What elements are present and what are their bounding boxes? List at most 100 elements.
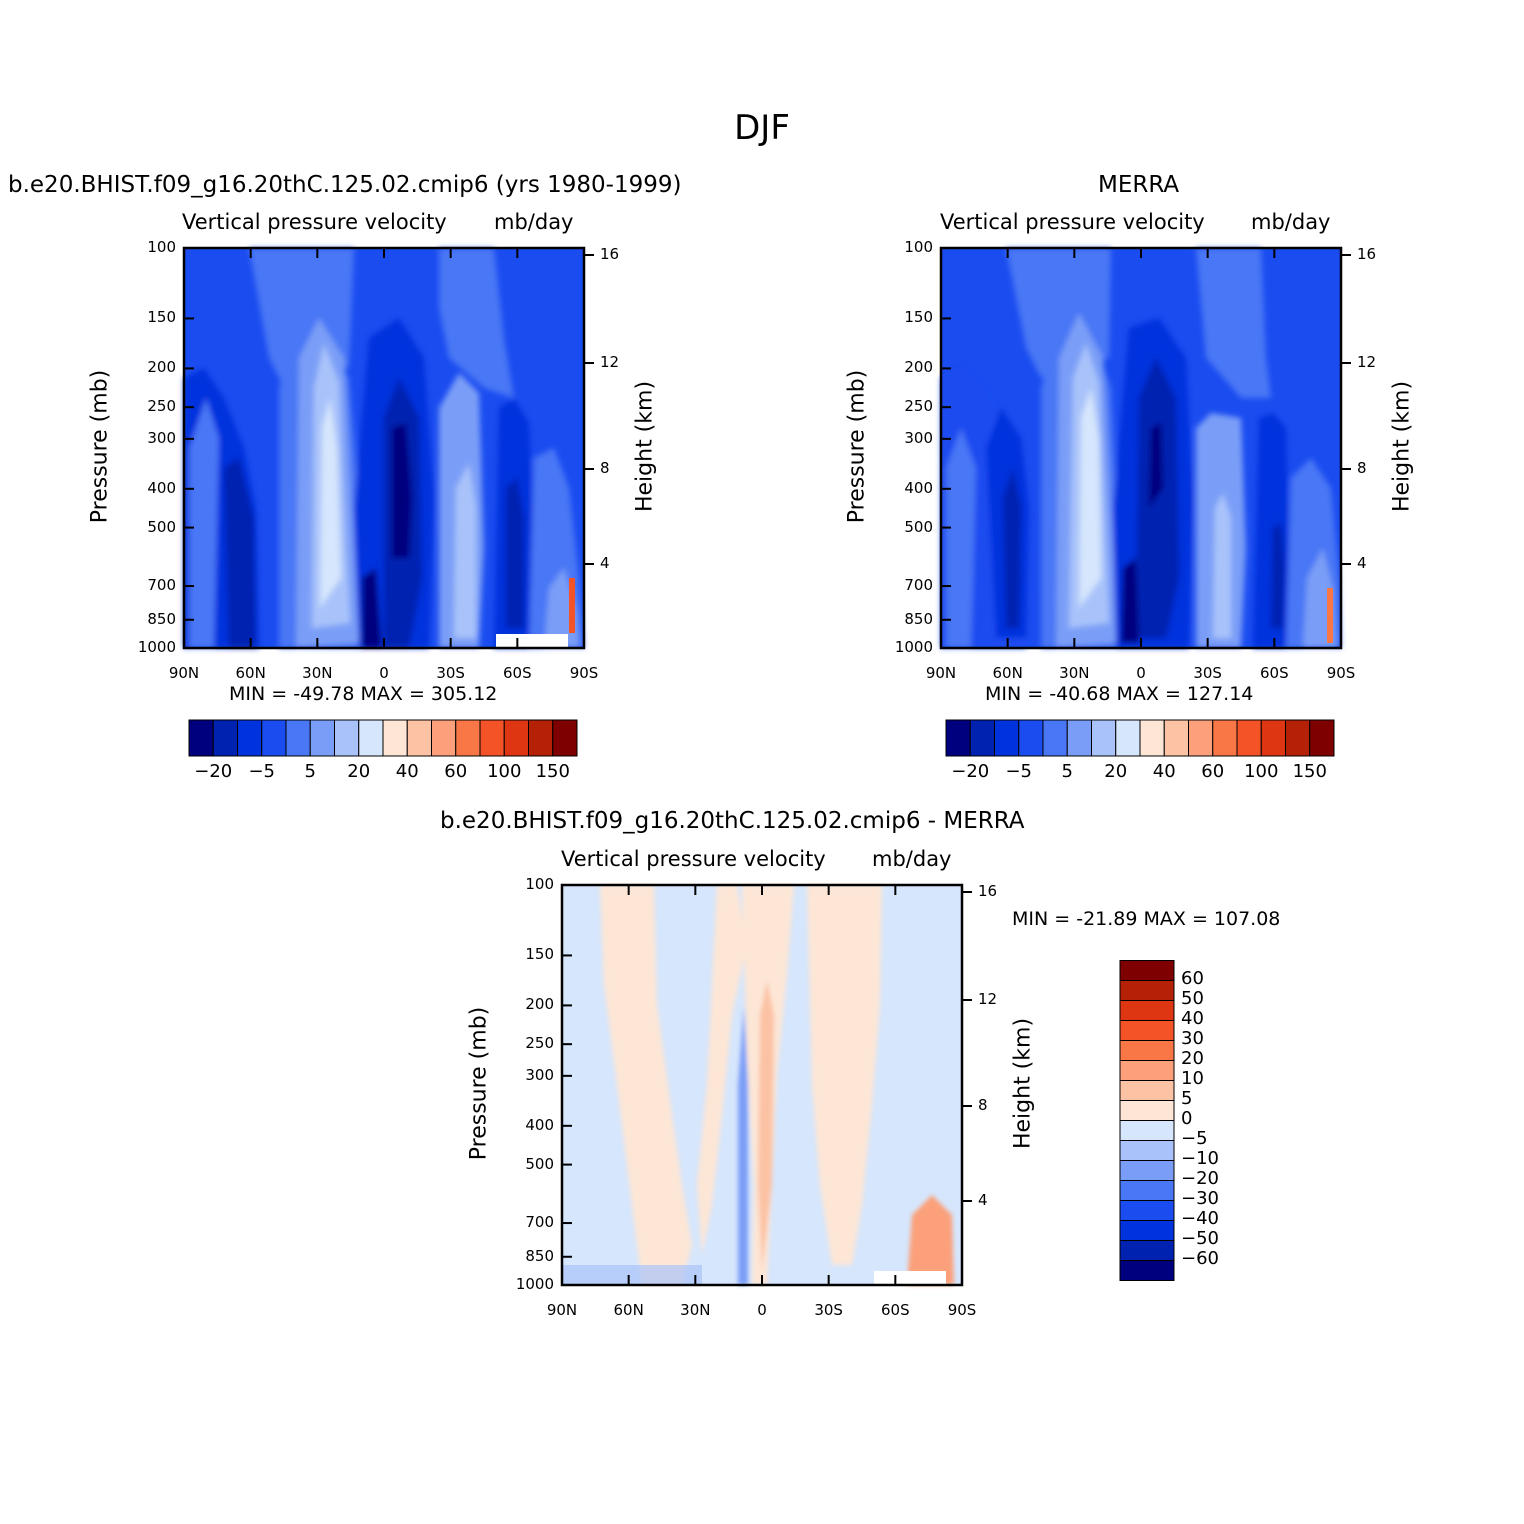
diff-colorbar-label: −5 (1181, 1128, 1208, 1149)
diff-colorbar-box (1119, 1040, 1175, 1061)
obs-lat-tick-label: 60S (1260, 664, 1289, 682)
model-colorbar-box (503, 719, 529, 757)
model-units: mb/day (494, 210, 574, 234)
model-eq-sfc (362, 568, 382, 648)
diff-variable-title: Vertical pressure velocity (561, 847, 826, 871)
obs-colorbar (945, 719, 1335, 757)
model-colorbar-box (309, 719, 335, 757)
diff-pos-nh-2 (697, 885, 747, 1255)
obs-pressure-tick-label: 1000 (894, 638, 933, 656)
model-colorbar-box (212, 719, 238, 757)
obs-colorbar-box (1260, 719, 1286, 757)
diff-colorbar-label: 10 (1181, 1068, 1204, 1089)
model-lat-tick-label: 0 (379, 664, 389, 682)
obs-height-tick-label: 16 (1357, 245, 1377, 263)
model-colorbar-box (528, 719, 554, 757)
model-nh-hilat-weak (189, 398, 219, 648)
obs-nh-hilat-core (1003, 468, 1021, 628)
obs-colorbar-box (1236, 719, 1262, 757)
obs-eq-sfc (1121, 558, 1139, 643)
diff-colorbar-label: −20 (1181, 1168, 1219, 1189)
obs-colorbar-label: 5 (1061, 761, 1073, 782)
model-pressure-tick-label: 700 (147, 576, 176, 595)
diff-minmax: MIN = -21.89 MAX = 107.08 (1012, 908, 1281, 930)
diff-units: mb/day (872, 847, 952, 871)
model-colorbar-box (237, 719, 263, 757)
diff-colorbar-box (1119, 1200, 1175, 1221)
diff-pressure-tick-label: 850 (525, 1246, 554, 1265)
diff-eq-neg (738, 1005, 748, 1285)
obs-colorbar-label: −5 (1005, 761, 1033, 782)
model-colorbar-label: 20 (347, 761, 371, 782)
model-pressure-tick-label: 150 (147, 308, 176, 327)
model-colorbar-box (431, 719, 457, 757)
obs-lat-tick-label: 30N (1059, 664, 1090, 682)
diff-colorbar-box (1119, 1100, 1175, 1121)
diff-pressure-tick-label: 100 (525, 875, 554, 893)
model-pressure-tick-label: 200 (147, 358, 176, 377)
diff-colorbar-label: 0 (1181, 1108, 1193, 1129)
model-eq-core2 (392, 423, 412, 558)
obs-units: mb/day (1251, 210, 1331, 234)
obs-right-upper-weak (1196, 248, 1271, 398)
obs-nh-polar-weak (946, 428, 976, 648)
model-colorbar-label: 40 (395, 761, 419, 782)
obs-pressure-tick-label: 700 (904, 576, 933, 595)
model-lat-tick-label: 60N (235, 664, 266, 682)
diff-colorbar-label: −10 (1181, 1148, 1219, 1169)
obs-colorbar-label: 100 (1244, 761, 1279, 782)
obs-lat-tick-label: 60N (992, 664, 1023, 682)
model-height-tick-label: 12 (600, 353, 620, 371)
diff-height-tick-label: 12 (978, 990, 998, 1008)
diff-colorbar-box (1119, 1120, 1175, 1141)
obs-colorbar-box (945, 719, 971, 757)
diff-lat-tick-label: 90S (947, 1301, 977, 1319)
diff-y2-axis-label: Height (km) (1010, 1017, 1036, 1150)
diff-colorbar-box (1119, 980, 1175, 1001)
diff-colorbar-box (1119, 1180, 1175, 1201)
diff-pressure-tick-label: 250 (525, 1034, 554, 1053)
model-lat-tick-label: 60S (503, 664, 532, 682)
obs-colorbar-label: 60 (1201, 761, 1225, 782)
obs-panel-title: MERRA (1098, 172, 1180, 198)
model-pressure-tick-label: 850 (147, 609, 176, 628)
model-colorbar-box (188, 719, 214, 757)
diff-lat-tick-label: 60N (613, 1301, 644, 1319)
diff-sfc-negative (562, 1265, 702, 1285)
obs-colorbar-box (1139, 719, 1165, 757)
model-colorbar-box (406, 719, 432, 757)
model-height-tick-label: 4 (600, 554, 610, 572)
obs-colorbar-box (969, 719, 995, 757)
diff-height-tick-label: 16 (978, 882, 998, 900)
model-colorbar-box (382, 719, 408, 757)
diff-colorbar-label: −30 (1181, 1188, 1219, 1209)
diff-pressure-tick-label: 700 (525, 1213, 554, 1232)
diff-colorbar-box (1119, 1080, 1175, 1101)
model-right-upper-weak (439, 248, 514, 398)
model-polar-red (569, 578, 575, 633)
obs-colorbar-box (1042, 719, 1068, 757)
model-colorbar-box (358, 719, 384, 757)
obs-colorbar-label: 150 (1292, 761, 1327, 782)
obs-colorbar-box (1188, 719, 1214, 757)
model-variable-title: Vertical pressure velocity (182, 210, 447, 234)
model-colorbar-label: 150 (535, 761, 570, 782)
model-sh-core (454, 463, 476, 638)
model-colorbar-label: 100 (487, 761, 522, 782)
diff-pressure-tick-label: 400 (525, 1115, 554, 1134)
diff-sh-polar-pos (907, 1195, 954, 1285)
obs-variable-title: Vertical pressure velocity (940, 210, 1205, 234)
diff-pressure-tick-label: 300 (525, 1065, 554, 1084)
diff-colorbar-box (1119, 1060, 1175, 1081)
diff-eq-core (758, 980, 774, 1270)
obs-lat-tick-label: 90N (925, 664, 957, 682)
diff-lat-tick-label: 0 (757, 1301, 767, 1319)
diff-missing-region (874, 1271, 946, 1285)
diff-pos-sh (807, 885, 882, 1265)
obs-colorbar-box (1212, 719, 1238, 757)
diff-colorbar-label: 5 (1181, 1088, 1193, 1109)
model-pressure-tick-label: 300 (147, 428, 176, 447)
model-pressure-tick-label: 1000 (137, 638, 176, 656)
diff-colorbar-box (1119, 1020, 1175, 1041)
